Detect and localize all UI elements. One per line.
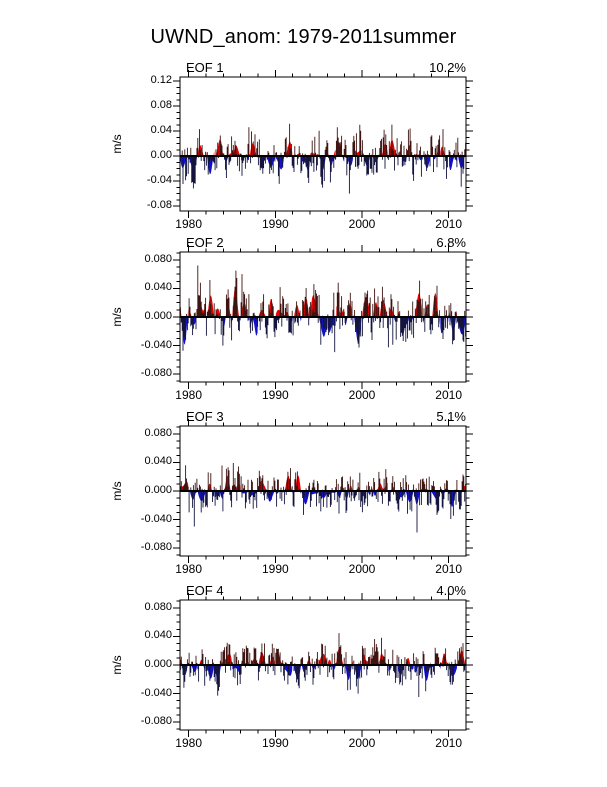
- panel-3-variance-percent: 5.1%: [436, 409, 466, 424]
- panel-2-label: EOF 2: [186, 235, 224, 250]
- panel-1-label: EOF 1: [186, 60, 224, 75]
- panel-4-variance-percent: 4.0%: [436, 583, 466, 598]
- y-tick-label: 0.000: [144, 310, 172, 322]
- x-tick-label: 2010: [435, 736, 462, 750]
- y-tick-label: 0.12: [150, 74, 172, 86]
- panel-1-y-axis-label: m/s: [110, 134, 124, 154]
- x-tick-label: 1990: [261, 217, 289, 231]
- x-tick-label: 2000: [348, 217, 376, 231]
- y-tick-label: 0.040: [144, 629, 172, 642]
- panel-4-label: EOF 4: [186, 583, 224, 598]
- panel-1-variance-percent: 10.2%: [429, 60, 466, 75]
- y-tick-label: -0.080: [140, 367, 172, 380]
- x-tick-label: 2010: [435, 562, 462, 576]
- y-tick-label: -0.080: [140, 541, 172, 554]
- panel-3-y-axis-label: m/s: [110, 481, 124, 501]
- panel-3-label: EOF 3: [186, 409, 224, 424]
- y-tick-label: -0.040: [140, 512, 172, 525]
- y-tick-label: -0.040: [140, 686, 172, 699]
- chart-title: UWND_anom: 1979-2011summer: [150, 26, 457, 48]
- x-tick-label: 1980: [175, 562, 202, 576]
- y-tick-label: 0.000: [144, 658, 172, 670]
- y-tick-label: 0.04: [150, 124, 172, 136]
- x-tick-label: 1990: [261, 736, 289, 750]
- x-tick-label: 2000: [348, 562, 376, 576]
- x-tick-label: 1990: [261, 388, 289, 402]
- y-tick-label: -0.040: [140, 338, 172, 351]
- y-tick-label: -0.04: [146, 174, 172, 186]
- y-tick-label: 0.08: [150, 99, 172, 111]
- x-tick-label: 1980: [175, 217, 202, 231]
- y-tick-label: 0.080: [144, 426, 172, 439]
- panel-4-y-axis-label: m/s: [110, 655, 124, 675]
- y-tick-label: 0.080: [144, 600, 172, 613]
- y-tick-label: -0.080: [140, 715, 172, 728]
- panel-2-y-axis-label: m/s: [110, 307, 124, 327]
- y-tick-label: 0.000: [144, 484, 172, 496]
- y-tick-label: 0.080: [144, 252, 172, 265]
- y-tick-label: -0.08: [146, 199, 172, 211]
- x-tick-label: 2010: [435, 388, 462, 402]
- x-tick-label: 2000: [348, 388, 376, 402]
- x-tick-label: 1980: [175, 736, 202, 750]
- y-tick-label: 0.040: [144, 281, 172, 294]
- y-tick-label: 0.00: [150, 149, 172, 161]
- x-tick-label: 1980: [175, 388, 202, 402]
- x-tick-label: 2010: [435, 217, 462, 231]
- panel-2-variance-percent: 6.8%: [436, 235, 466, 250]
- x-tick-label: 1990: [261, 562, 289, 576]
- x-tick-label: 2000: [348, 736, 376, 750]
- y-tick-label: 0.040: [144, 455, 172, 468]
